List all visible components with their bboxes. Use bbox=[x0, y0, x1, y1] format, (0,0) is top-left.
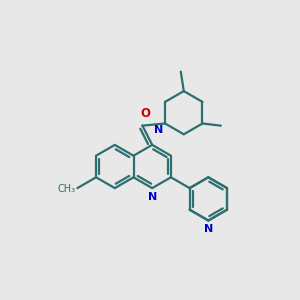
Text: N: N bbox=[204, 224, 213, 234]
Text: N: N bbox=[148, 192, 157, 202]
Text: CH₃: CH₃ bbox=[58, 184, 76, 194]
Text: N: N bbox=[154, 125, 163, 135]
Text: O: O bbox=[140, 107, 150, 120]
